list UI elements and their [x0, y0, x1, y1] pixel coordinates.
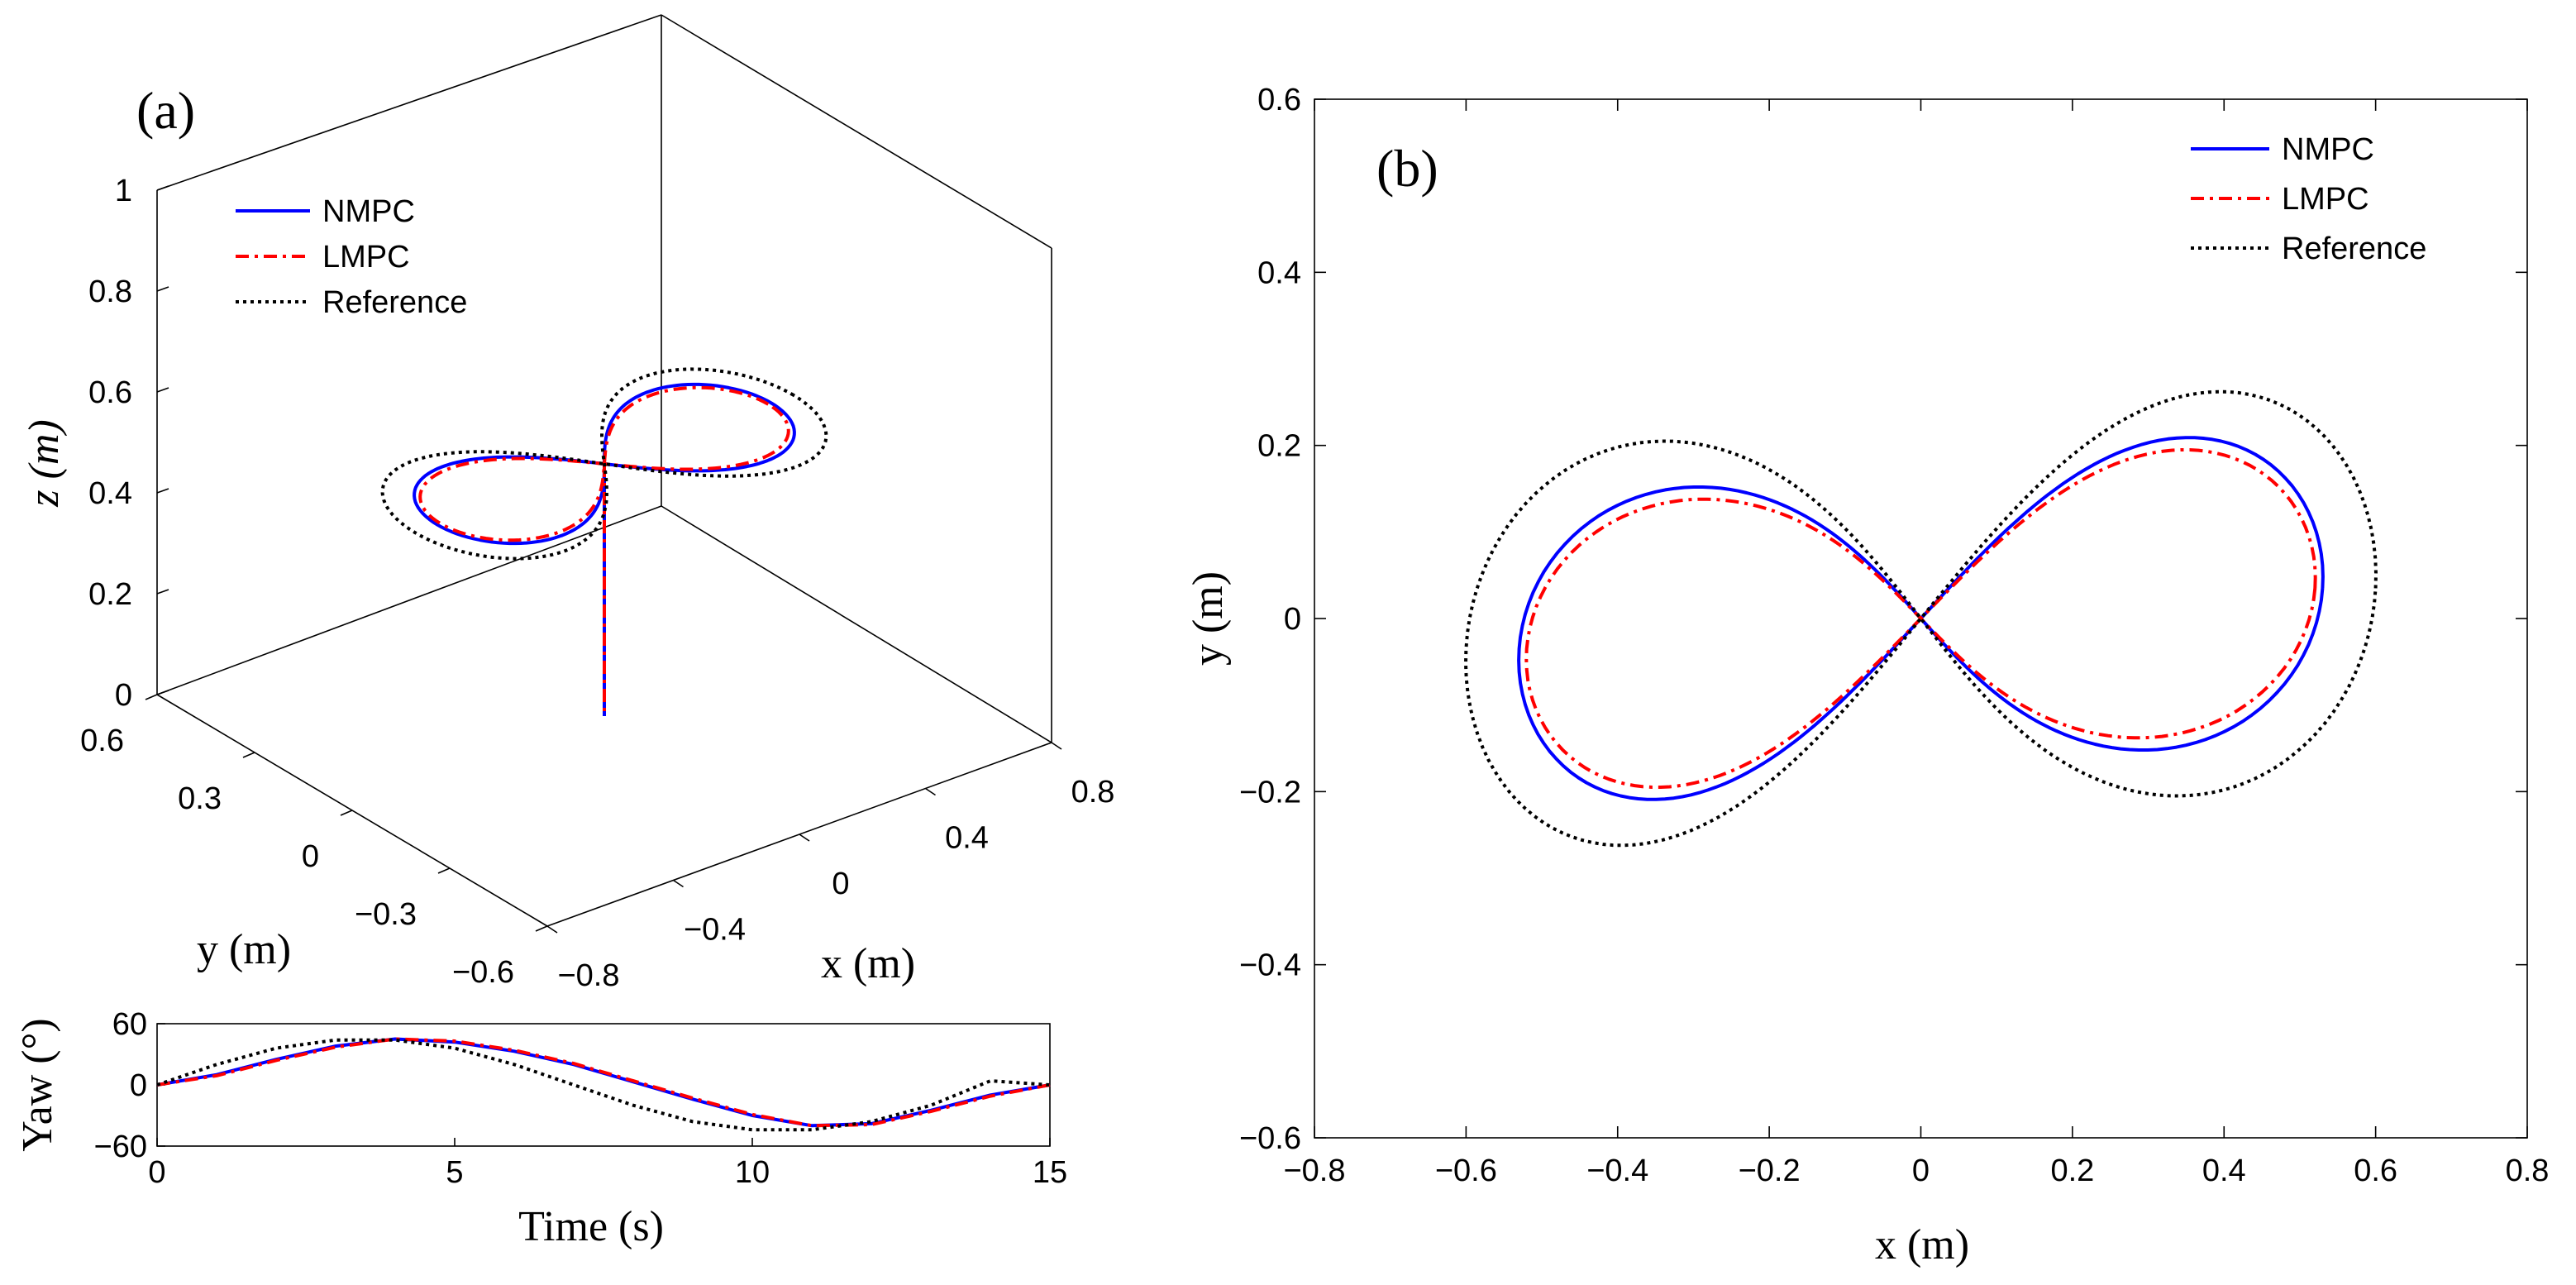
yaw-series-nmpc-line: [156, 1037, 1051, 1128]
legend-lmpc-label: LMPC: [322, 240, 410, 275]
y-tick-label: 0.2: [1257, 429, 1301, 464]
panel-b-ticks: −0.8 −0.6 −0.4 −0.2 0 0.2 0.4 0.6 0.80.60.40.20−…: [1239, 83, 2549, 1188]
panel-a-ticks: 1 0.8 0.6 0.4 0.2 0 0.6 0.3 0 −0.3 −0.6 0.8 0.4 0 −0.4…: [80, 174, 1114, 993]
x-tick-label: 0.4: [2202, 1154, 2246, 1188]
panel-b-y-axis-label: y (m): [1185, 571, 1232, 666]
panel-b: −0.8 −0.6 −0.4 −0.2 0 0.2 0.4 0.6 0.80.60.40.20−…: [1185, 83, 2549, 1268]
y-tick-label: −0.6: [452, 955, 514, 990]
y-tick-label: 0.3: [178, 781, 222, 816]
y-tick-label: 0.4: [1257, 256, 1301, 290]
y-tick-mark: [535, 925, 548, 932]
yaw-x-tick-label: 0: [148, 1155, 165, 1190]
z-tick-label: 0.2: [88, 577, 132, 612]
x-tick-label: −0.2: [1739, 1154, 1801, 1188]
y-tick-label: 0.6: [1257, 83, 1301, 117]
panel-b-trajectories: [1464, 389, 2378, 848]
z-tick-mark: [156, 690, 169, 695]
z-tick-label: 0.6: [88, 375, 132, 410]
legend-nmpc-label: NMPC: [322, 194, 415, 229]
y-tick-label: −0.6: [1239, 1121, 1301, 1156]
panel-a-trajectories: [380, 367, 828, 716]
y-tick-label: 0.6: [80, 724, 124, 758]
z-tick-mark: [156, 488, 169, 494]
y-tick-label: −0.4: [1239, 948, 1301, 983]
legend-b-lmpc-label: LMPC: [2282, 182, 2369, 217]
x-tick-label: 0.2: [2050, 1154, 2094, 1188]
yaw-axis-label: Yaw (°): [14, 1018, 61, 1151]
x-tick-label: −0.6: [1435, 1154, 1497, 1188]
box-edge: [156, 14, 662, 191]
yaw-series-lmpc-line: [156, 1037, 1051, 1128]
legend-a: NMPC LMPC Reference: [236, 194, 467, 320]
panel-b-x-axis-label: x (m): [1875, 1221, 1969, 1268]
series-3d-nmpc-line: [413, 382, 796, 716]
z-tick-mark: [156, 589, 169, 595]
y-tick-label: 0: [302, 839, 319, 874]
z-axis-label: z (m): [21, 419, 68, 507]
yaw-y-tick-label: 0: [130, 1068, 147, 1103]
y-tick-mark: [145, 694, 158, 700]
x-tick-mark: [1051, 742, 1062, 750]
y-tick-mark: [340, 810, 353, 816]
x-tick-label: −0.8: [1283, 1154, 1345, 1188]
yaw-plot-frame: [156, 1023, 1051, 1147]
z-tick-label: 1: [115, 174, 132, 208]
legend-b-nmpc-label: NMPC: [2282, 132, 2374, 167]
z-tick-mark: [156, 286, 169, 292]
yaw-x-tick-label: 15: [1033, 1155, 1067, 1190]
time-axis-label: Time (s): [518, 1203, 664, 1250]
x-tick-mark: [925, 787, 936, 796]
yaw-lines: [156, 1037, 1051, 1132]
z-tick-label: 0.8: [88, 275, 132, 309]
y-tick-mark: [242, 752, 255, 758]
y-tick-mark: [437, 867, 451, 874]
z-tick-label: 0.4: [88, 476, 132, 511]
z-tick-label: 0: [115, 678, 132, 713]
x-tick-mark: [673, 879, 684, 888]
x-tick-label: 0.8: [1071, 775, 1115, 810]
y-tick-label: −0.3: [355, 897, 417, 932]
yaw-y-tick-label: −60: [94, 1130, 147, 1164]
x-tick-mark: [546, 925, 558, 934]
yaw-y-tick-label: 60: [112, 1007, 147, 1042]
y-tick-label: −0.2: [1239, 775, 1301, 810]
box-edge: [156, 505, 662, 695]
x-tick-label: 0.4: [945, 821, 989, 856]
x-axis-label: x (m): [821, 940, 915, 987]
legend-b: NMPC LMPC Reference: [2191, 132, 2426, 266]
x-tick-label: 0.8: [2506, 1154, 2550, 1188]
panel-b-label: (b): [1376, 139, 1438, 198]
y-axis-label: y (m): [197, 926, 291, 973]
yaw-x-tick-label: 10: [735, 1155, 770, 1190]
panel-a-label: (a): [136, 81, 195, 140]
y-tick-label: 0: [1284, 602, 1301, 637]
series-3d-reference-line: [380, 367, 828, 561]
series-3d-lmpc-line: [418, 385, 790, 716]
series-nmpc-line: [1517, 436, 2325, 801]
z-tick-mark: [156, 185, 169, 191]
yaw-series-reference-line: [156, 1038, 1051, 1132]
x-tick-label: −0.4: [1586, 1154, 1648, 1188]
x-tick-mark: [799, 834, 810, 842]
x-tick-label: 0: [832, 867, 849, 901]
x-tick-label: −0.4: [684, 913, 746, 948]
yaw-x-tick-label: 5: [446, 1155, 463, 1190]
x-tick-label: 0.6: [2354, 1154, 2397, 1188]
series-lmpc-line: [1524, 448, 2317, 789]
x-tick-label: 0: [1912, 1154, 1930, 1188]
z-tick-mark: [156, 387, 169, 393]
box-edge: [661, 505, 1052, 743]
box-edge: [661, 14, 1052, 249]
series-reference-line: [1464, 389, 2378, 848]
legend-b-reference-label: Reference: [2282, 232, 2426, 266]
legend-reference-label: Reference: [322, 285, 467, 320]
x-tick-label: −0.8: [557, 958, 619, 993]
